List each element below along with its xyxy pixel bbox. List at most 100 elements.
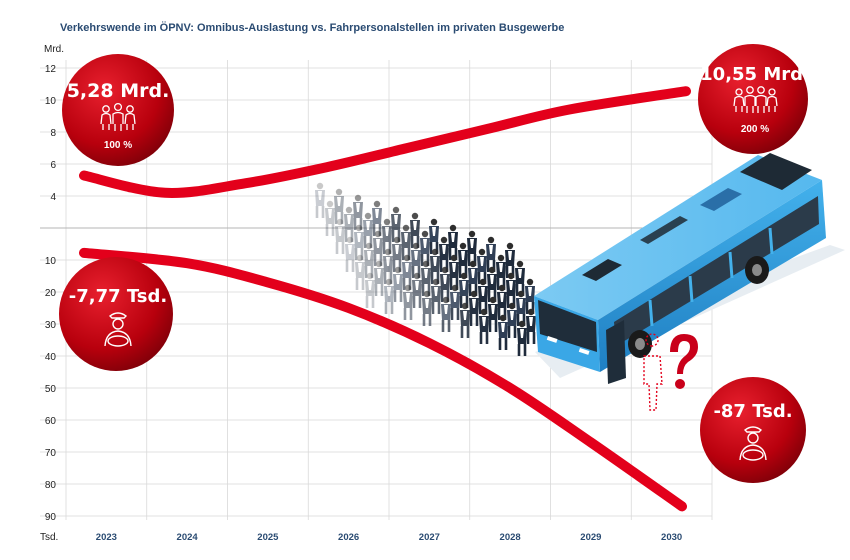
person-figure	[488, 296, 498, 332]
person-figure	[420, 230, 430, 266]
y-tick-lower: 50	[45, 384, 57, 395]
y-tick-lower: 60	[45, 416, 57, 427]
person-figure	[486, 236, 496, 272]
person-figure	[392, 236, 402, 272]
person-figure	[458, 242, 468, 278]
y-tick-lower: 10	[45, 256, 57, 267]
person-figure	[439, 236, 449, 272]
y-tick-lower: 80	[45, 480, 57, 491]
person-figure	[372, 200, 382, 236]
y-unit-lower: Tsd.	[40, 532, 58, 543]
person-figure	[525, 278, 535, 314]
y-tick-lower: 40	[45, 352, 57, 363]
chart-title: Verkehrswende im ÖPNV: Omnibus-Auslastun…	[60, 21, 564, 34]
callout-end-lower: -87 Tsd.	[700, 377, 806, 483]
person-figure	[355, 254, 365, 290]
bus-illustration	[534, 153, 845, 384]
callout-value: 10,55 Mrd.	[700, 64, 810, 85]
y-tick-upper: 4	[50, 192, 56, 203]
person-figure	[467, 230, 477, 266]
x-tick-label: 2026	[338, 532, 359, 543]
y-tick-upper: 8	[50, 128, 56, 139]
x-tick-label: 2027	[419, 532, 440, 543]
person-figure	[507, 302, 517, 338]
y-tick-lower: 90	[45, 512, 57, 523]
person-figure	[401, 224, 411, 260]
person-figure	[440, 266, 450, 302]
person-figure	[383, 248, 393, 284]
person-figure	[441, 296, 451, 332]
person-figure	[391, 206, 401, 242]
person-figure	[469, 290, 479, 326]
callout-pct: 200 %	[741, 124, 769, 135]
missing-driver-icon	[643, 333, 663, 411]
person-figure	[517, 320, 527, 356]
person-figure	[429, 218, 439, 254]
person-figure	[422, 290, 432, 326]
person-figure	[460, 302, 470, 338]
series-line-lower	[79, 247, 687, 512]
person-figure	[403, 284, 413, 320]
people-icon	[733, 86, 778, 113]
crowd-illustration	[315, 182, 536, 356]
x-tick-label: 2024	[177, 532, 199, 543]
person-figure	[412, 272, 422, 308]
question-mark-icon	[670, 334, 698, 389]
person-figure	[506, 272, 516, 308]
y-tick-upper: 10	[45, 96, 57, 107]
person-figure	[373, 230, 383, 266]
person-figure	[393, 266, 403, 302]
people-icon	[100, 102, 136, 131]
person-figure	[384, 278, 394, 314]
person-figure	[402, 254, 412, 290]
person-figure	[526, 308, 536, 344]
person-figure	[421, 260, 431, 296]
person-figure	[498, 314, 508, 350]
person-figure	[497, 284, 507, 320]
callout-start-upper: 5,28 Mrd. 100 %	[62, 54, 174, 166]
person-figure	[334, 188, 344, 224]
person-figure	[374, 260, 384, 296]
series-line-upper	[79, 86, 691, 198]
person-figure	[459, 272, 469, 308]
person-figure	[364, 242, 374, 278]
x-tick-label: 2025	[257, 532, 279, 543]
y-tick-lower: 20	[45, 288, 57, 299]
person-figure	[478, 278, 488, 314]
y-tick-lower: 70	[45, 448, 57, 459]
person-figure	[365, 272, 375, 308]
person-figure	[516, 290, 526, 326]
person-figure	[325, 200, 335, 236]
bus-driver-icon	[104, 312, 132, 347]
person-figure	[410, 212, 420, 248]
person-figure	[468, 260, 478, 296]
person-figure	[315, 182, 325, 218]
person-figure	[382, 218, 392, 254]
x-tick-label: 2028	[500, 532, 521, 543]
callout-end-upper: 10,55 Mrd. 200 %	[698, 44, 810, 154]
person-figure	[448, 224, 458, 260]
y-unit-upper: Mrd.	[44, 44, 64, 55]
person-figure	[477, 248, 487, 284]
callout-pct: 100 %	[104, 140, 132, 151]
callout-value: 5,28 Mrd.	[67, 80, 170, 102]
x-tick-label: 2029	[580, 532, 601, 543]
person-figure	[345, 236, 355, 272]
person-figure	[363, 212, 373, 248]
callout-value: -87 Tsd.	[713, 401, 792, 422]
person-figure	[431, 278, 441, 314]
person-figure	[487, 266, 497, 302]
person-figure	[354, 224, 364, 260]
y-tick-upper: 12	[45, 64, 57, 75]
person-figure	[430, 248, 440, 284]
y-tick-upper: 6	[50, 160, 56, 171]
bus-driver-icon	[739, 426, 767, 461]
person-figure	[450, 284, 460, 320]
person-figure	[515, 260, 525, 296]
callout-value: -7,77 Tsd.	[69, 286, 167, 307]
person-figure	[335, 218, 345, 254]
y-tick-lower: 30	[45, 320, 57, 331]
person-figure	[479, 308, 489, 344]
